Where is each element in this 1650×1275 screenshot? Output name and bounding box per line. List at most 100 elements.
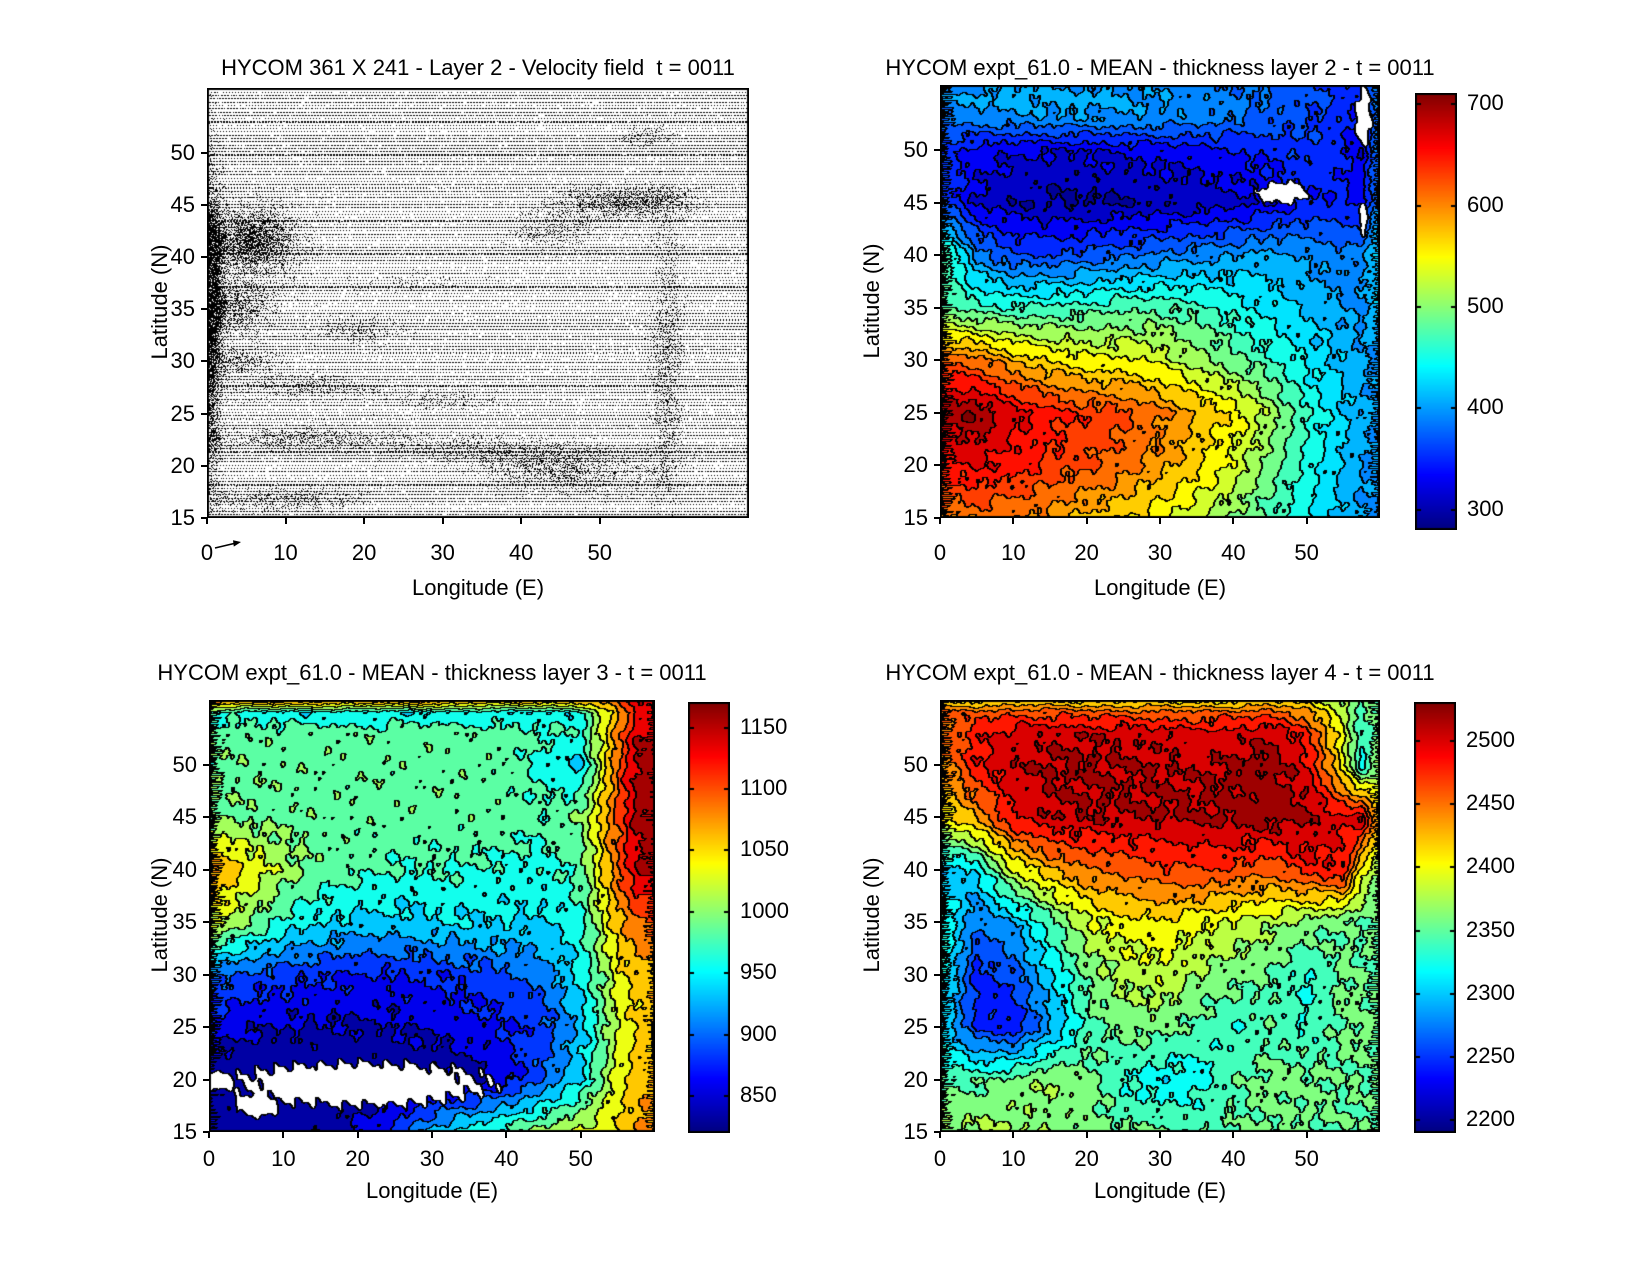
x-tick-label: 30 bbox=[430, 540, 455, 565]
x-tick-mark bbox=[1159, 518, 1161, 524]
x-tick-mark bbox=[939, 1132, 941, 1138]
y-tick-mark bbox=[934, 464, 940, 467]
y-tick-mark bbox=[934, 254, 940, 257]
x-tick-mark bbox=[579, 1132, 582, 1138]
y-tick-label: 40 bbox=[170, 244, 195, 270]
plot-title: HYCOM expt_61.0 - MEAN - thickness layer… bbox=[885, 55, 1435, 80]
x-tick-label: 30 bbox=[419, 1146, 445, 1171]
x-tick-label: 40 bbox=[508, 540, 534, 565]
y-tick-label: 15 bbox=[903, 505, 928, 530]
y-tick-mark bbox=[934, 868, 940, 871]
x-tick-label: 50 bbox=[587, 540, 612, 565]
x-tick-label: 30 bbox=[1147, 1146, 1173, 1171]
colorbar bbox=[1415, 93, 1457, 530]
y-tick-mark bbox=[203, 816, 209, 819]
thickness-layer-4-plot-canvas bbox=[940, 700, 1380, 1132]
colorbar bbox=[1414, 702, 1456, 1133]
x-tick-label: 50 bbox=[1294, 540, 1319, 565]
x-tick-mark bbox=[1012, 1132, 1015, 1138]
x-axis-label: Longitude (E) bbox=[411, 575, 545, 600]
colorbar-tick-label: 2250 bbox=[1466, 1043, 1515, 1069]
y-tick-label: 35 bbox=[903, 294, 928, 320]
y-tick-label: 45 bbox=[172, 804, 197, 830]
y-tick-label: 35 bbox=[903, 909, 928, 935]
y-tick-label: 25 bbox=[172, 1014, 197, 1040]
colorbar-tick-label: 2450 bbox=[1466, 790, 1515, 816]
y-tick-label: 35 bbox=[170, 296, 195, 322]
y-tick-mark bbox=[201, 203, 207, 206]
y-tick-mark bbox=[934, 1131, 940, 1133]
x-tick-mark bbox=[363, 518, 366, 524]
x-tick-label: 0 bbox=[202, 1146, 216, 1171]
x-tick-mark bbox=[1305, 518, 1308, 524]
y-tick-mark bbox=[934, 411, 940, 414]
colorbar-tick-label: 300 bbox=[1467, 495, 1504, 521]
x-tick-mark bbox=[1232, 1132, 1235, 1138]
y-tick-label: 20 bbox=[903, 1066, 928, 1092]
x-axis-label: Longitude (E) bbox=[1093, 1178, 1227, 1203]
colorbar-tick-label: 2300 bbox=[1466, 979, 1515, 1005]
colorbar-tick-label: 850 bbox=[740, 1082, 777, 1108]
y-tick-label: 30 bbox=[903, 347, 928, 373]
x-tick-mark bbox=[1085, 518, 1088, 524]
y-tick-label: 15 bbox=[903, 1119, 928, 1144]
x-tick-label: 40 bbox=[1221, 1146, 1246, 1171]
colorbar bbox=[688, 702, 730, 1133]
y-tick-mark bbox=[934, 1026, 940, 1029]
y-tick-mark bbox=[203, 921, 209, 924]
x-tick-mark bbox=[1232, 518, 1235, 524]
y-tick-label: 30 bbox=[172, 961, 197, 987]
y-tick-label: 30 bbox=[170, 348, 195, 374]
colorbar-tick-label: 1150 bbox=[740, 713, 788, 739]
y-tick-mark bbox=[203, 764, 209, 766]
y-tick-mark bbox=[934, 816, 940, 819]
y-tick-label: 25 bbox=[170, 400, 195, 426]
y-tick-mark bbox=[934, 149, 940, 152]
y-tick-mark bbox=[201, 412, 207, 415]
y-tick-label: 45 bbox=[170, 191, 195, 217]
x-tick-mark bbox=[505, 1132, 508, 1138]
x-tick-mark bbox=[208, 1132, 210, 1138]
x-tick-label: 10 bbox=[273, 540, 298, 565]
y-tick-label: 45 bbox=[903, 189, 928, 215]
colorbar-tick-label: 2400 bbox=[1466, 853, 1515, 879]
y-tick-label: 15 bbox=[170, 505, 195, 530]
y-tick-mark bbox=[934, 306, 940, 309]
y-tick-label: 30 bbox=[903, 961, 928, 987]
colorbar-tick-label: 500 bbox=[1467, 292, 1504, 318]
y-tick-mark bbox=[201, 151, 207, 154]
y-tick-mark bbox=[934, 1078, 940, 1081]
y-tick-label: 50 bbox=[172, 752, 197, 777]
x-tick-mark bbox=[1159, 1132, 1161, 1138]
x-tick-mark bbox=[431, 1132, 433, 1138]
x-tick-label: 40 bbox=[1221, 540, 1246, 565]
y-tick-label: 25 bbox=[903, 399, 928, 425]
x-tick-label: 40 bbox=[494, 1146, 519, 1171]
x-tick-mark bbox=[356, 1132, 359, 1138]
y-tick-mark bbox=[201, 517, 207, 519]
y-tick-mark bbox=[203, 1131, 209, 1133]
colorbar-tick-label: 950 bbox=[740, 959, 777, 985]
y-tick-mark bbox=[934, 973, 940, 976]
y-tick-label: 50 bbox=[903, 137, 928, 163]
y-tick-label: 15 bbox=[172, 1119, 197, 1144]
y-tick-mark bbox=[934, 764, 940, 766]
y-tick-label: 40 bbox=[903, 856, 928, 882]
x-tick-label: 20 bbox=[1074, 540, 1099, 565]
x-tick-label: 30 bbox=[1147, 540, 1173, 565]
y-tick-mark bbox=[203, 973, 209, 976]
y-tick-mark bbox=[934, 201, 940, 204]
quiver-reference-arrow-icon bbox=[214, 540, 241, 549]
y-tick-mark bbox=[201, 464, 207, 467]
y-tick-mark bbox=[201, 256, 207, 259]
y-tick-mark bbox=[203, 1078, 209, 1081]
y-tick-label: 50 bbox=[170, 139, 195, 165]
colorbar-tick-label: 900 bbox=[740, 1020, 777, 1046]
x-tick-label: 10 bbox=[1001, 1146, 1026, 1171]
x-tick-label: 20 bbox=[345, 1146, 370, 1171]
